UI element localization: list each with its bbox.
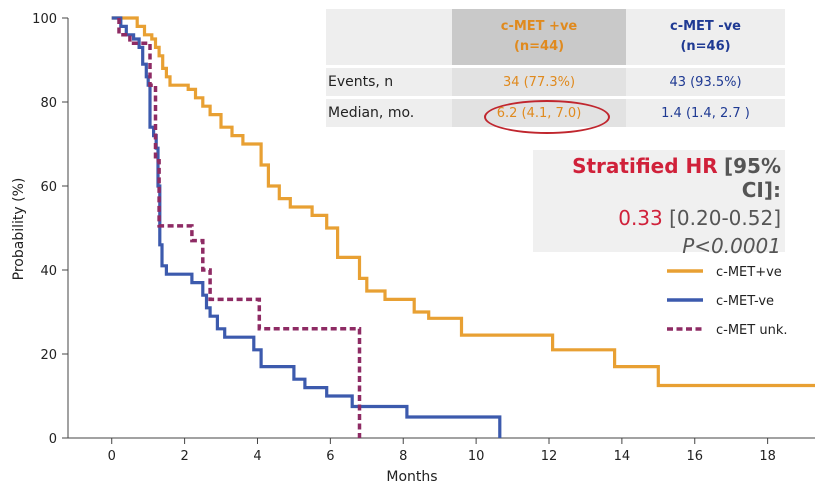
cell-median-neg: 1.4 (1.4, 2.7 )	[626, 96, 785, 127]
hr-ci: [0.20-0.52]	[669, 206, 781, 230]
x-tick-label: 2	[180, 449, 188, 464]
legend: c-MET+ve c-MET-ve c-MET unk.	[667, 265, 787, 338]
axes: 0 20 40 60 80 100 0 2 4 6 8 10 12 14 16 18	[32, 12, 815, 464]
header-neg-n: (n=46)	[680, 39, 731, 54]
cell-events-pos: 34 (77.3%)	[452, 65, 626, 98]
hr-ci-label: [95% CI]:	[723, 154, 781, 202]
hr-p-value: P<0.0001	[682, 234, 781, 258]
y-tick-label: 60	[40, 180, 57, 195]
header-pos-name: c-MET +ve	[500, 19, 578, 34]
y-tick-label: 80	[40, 96, 57, 111]
cell-median-pos: 6.2 (4.1, 7.0)	[452, 96, 626, 134]
x-tick-label: 6	[326, 449, 334, 464]
table-header-cmet-pos: c-MET +ve (n=44)	[452, 9, 626, 67]
median-pos-wrapper: 6.2 (4.1, 7.0)	[452, 99, 626, 134]
highlight-ring	[484, 99, 610, 134]
x-tick-label: 8	[399, 449, 407, 464]
x-tick-label: 14	[614, 449, 631, 464]
y-axis-title: Probability (%)	[11, 178, 27, 281]
y-tick-label: 0	[49, 432, 57, 447]
hr-value-line: 0.33 [0.20-0.52]	[533, 206, 781, 230]
x-tick-label: 12	[541, 449, 558, 464]
table-row-median: Median, mo. 6.2 (4.1, 7.0) 1.4 (1.4, 2.7…	[326, 96, 785, 134]
header-pos-n: (n=44)	[513, 39, 565, 54]
x-tick-label: 10	[468, 449, 485, 464]
row-label-median: Median, mo.	[326, 96, 452, 127]
x-tick-label: 0	[108, 449, 116, 464]
legend-label-1: c-MET-ve	[716, 294, 774, 309]
hazard-ratio-box: Stratified HR [95% CI]: 0.33 [0.20-0.52]…	[533, 150, 785, 258]
x-axis-title: Months	[386, 469, 437, 484]
series-line-0	[111, 16, 815, 388]
table-header-row: c-MET +ve (n=44) c-MET -ve (n=46)	[326, 9, 785, 67]
series-layer	[111, 16, 815, 438]
series-line-2	[117, 18, 362, 438]
hr-title-line: Stratified HR [95% CI]:	[533, 154, 781, 202]
y-tick-label: 100	[32, 12, 57, 27]
row-label-events: Events, n	[326, 65, 452, 98]
y-tick-label: 40	[40, 264, 57, 279]
hr-value: 0.33	[618, 206, 663, 230]
stats-table: c-MET +ve (n=44) c-MET -ve (n=46) Events…	[326, 9, 785, 134]
header-neg-name: c-MET -ve	[670, 19, 741, 34]
x-tick-label: 4	[253, 449, 261, 464]
y-tick-label: 20	[40, 348, 57, 363]
series-line-1	[111, 16, 502, 438]
cell-events-neg: 43 (93.5%)	[626, 65, 785, 98]
table-row-events: Events, n 34 (77.3%) 43 (93.5%)	[326, 65, 785, 98]
table-header-blank	[326, 9, 452, 67]
table-header-cmet-neg: c-MET -ve (n=46)	[626, 9, 785, 67]
hr-label: Stratified HR	[572, 154, 718, 178]
legend-label-0: c-MET+ve	[716, 265, 782, 280]
legend-label-2: c-MET unk.	[716, 323, 787, 338]
x-tick-label: 16	[686, 449, 703, 464]
x-tick-label: 18	[759, 449, 776, 464]
